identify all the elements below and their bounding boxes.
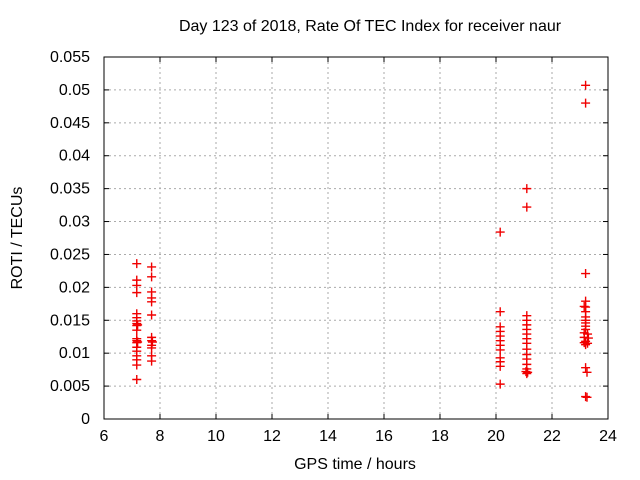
data-point-marker [522, 184, 532, 194]
data-point-marker [495, 307, 505, 317]
y-tick-label: 0.02 [59, 279, 90, 296]
x-tick-label: 8 [156, 428, 165, 445]
plot-frame [103, 56, 609, 420]
data-point-marker [147, 297, 157, 307]
x-tick-label: 6 [100, 428, 109, 445]
data-point-marker [583, 338, 593, 348]
data-point-marker [132, 375, 142, 385]
data-point-marker [495, 361, 505, 371]
y-tick-label: 0.055 [50, 49, 90, 66]
y-tick-label: 0.045 [50, 115, 90, 132]
x-tick-label: 16 [375, 428, 393, 445]
data-point-marker [147, 310, 157, 320]
x-tick-label: 12 [263, 428, 281, 445]
x-tick-label: 14 [319, 428, 337, 445]
y-tick-label: 0.01 [59, 345, 90, 362]
y-tick-label: 0.005 [50, 378, 90, 395]
data-point-marker [132, 259, 142, 269]
y-tick-label: 0.04 [59, 148, 90, 165]
data-point-marker [582, 367, 592, 377]
data-point-marker [132, 288, 142, 298]
y-tick-label: 0.05 [59, 82, 90, 99]
x-axis-label: GPS time / hours [294, 456, 416, 473]
x-tick-label: 24 [599, 428, 617, 445]
data-point-marker [132, 360, 142, 370]
data-point-marker [147, 262, 157, 272]
data-point-marker [522, 369, 532, 379]
data-point-marker [147, 272, 157, 282]
y-axis-label: ROTI / TECUs [9, 187, 26, 290]
data-point-marker [495, 227, 505, 237]
x-tick-labels: 6 8 10 12 14 16 18 20 22 24 [100, 428, 617, 445]
data-point-marker [581, 98, 591, 108]
x-tick-label: 18 [431, 428, 449, 445]
y-tick-labels: 0 0.005 0.01 0.015 0.02 0.025 0.03 0.035 0.04 0.0… [50, 49, 90, 428]
data-point-marker [495, 379, 505, 389]
x-tick-label: 22 [543, 428, 561, 445]
x-tick-label: 20 [487, 428, 505, 445]
plot-border [103, 56, 609, 420]
data-point-marker [581, 340, 591, 350]
y-tick-label: 0.03 [59, 214, 90, 231]
data-point-marker [523, 367, 533, 377]
y-tick-label: 0 [81, 411, 90, 428]
grid-lines [104, 57, 608, 419]
data-point-marker [147, 343, 157, 353]
y-tick-label: 0.025 [50, 246, 90, 263]
data-point-marker [495, 345, 505, 355]
data-point-marker [132, 325, 142, 335]
data-point-marker [581, 363, 591, 373]
data-point-marker [147, 356, 157, 366]
data-points [132, 80, 593, 402]
data-point-marker [522, 202, 532, 212]
axis-ticks [103, 56, 609, 420]
data-point-marker [581, 269, 591, 279]
y-tick-label: 0.015 [50, 312, 90, 329]
x-tick-label: 10 [207, 428, 225, 445]
data-point-marker [581, 80, 591, 90]
y-tick-label: 0.035 [50, 181, 90, 198]
data-point-marker [582, 392, 592, 402]
chart-title: Day 123 of 2018, Rate Of TEC Index for r… [179, 18, 562, 35]
